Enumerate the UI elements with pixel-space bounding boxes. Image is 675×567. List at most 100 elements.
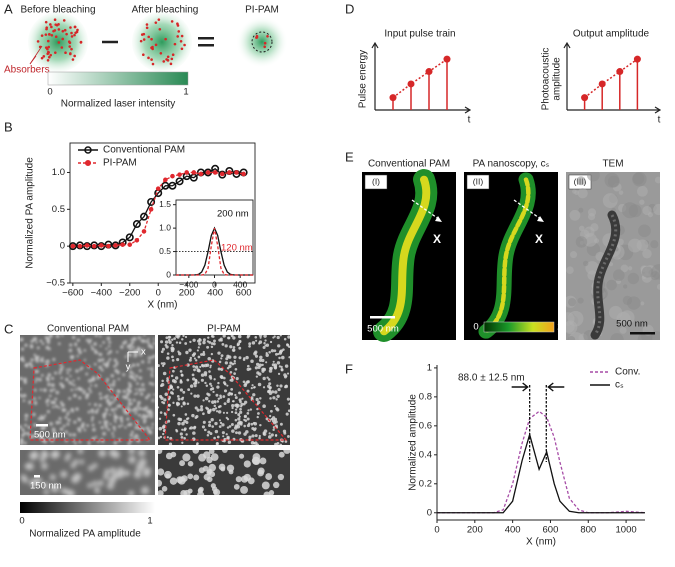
absorber [166,59,170,62]
particle [254,366,258,370]
particle [233,483,240,490]
particle [118,404,122,408]
particle [208,423,212,428]
tem-grain [577,188,588,199]
particle [138,388,142,392]
x-tick-label: −200 [119,288,140,299]
absorber [49,23,52,26]
particle [77,417,81,421]
particle [176,394,180,398]
particle [234,393,237,397]
series-line [437,432,645,514]
particle [206,407,210,411]
particle [133,436,137,440]
scale-bar [370,316,395,319]
particle [209,432,213,436]
particle [283,431,287,435]
data-point [134,237,140,243]
particle [204,381,207,385]
particle [104,411,108,415]
particle [141,360,145,364]
particle [33,388,37,392]
colorbar-label: 1 [183,87,188,98]
particle [151,422,155,426]
particle [153,337,155,341]
particle [111,382,116,387]
tem-texture [566,172,660,340]
particle [111,432,114,435]
axis [375,106,472,114]
x-tick-label: 600 [236,288,252,299]
particle [277,372,281,376]
particle [97,480,104,487]
particle [190,392,193,395]
particle [87,340,91,344]
particle [273,481,280,489]
particle [103,473,109,480]
particle [38,433,41,437]
particle [284,440,288,443]
particle [244,419,248,422]
particle [258,358,263,362]
particle [79,368,82,372]
particle [211,400,215,404]
particle [217,367,221,371]
particle [133,354,137,358]
particle [215,393,219,397]
colorbar [20,502,155,513]
particle [145,340,149,343]
scale-bar-label: 150 nm [30,481,62,492]
data-point [184,170,189,175]
particle [110,396,114,399]
particle [158,417,162,421]
particle [248,435,252,439]
particle [106,336,111,341]
particle [64,456,70,462]
particle [90,419,94,422]
particle [49,388,53,393]
particle [58,371,62,375]
particle [80,424,85,429]
particle [192,338,196,342]
absorber [179,39,183,43]
particle [133,393,137,396]
absorber [263,41,267,45]
particle [287,409,290,413]
particle [24,463,32,470]
particle [181,338,184,341]
particle [109,467,117,474]
particle [126,392,130,397]
absorber [42,55,46,58]
particle [239,453,245,459]
particle [256,415,259,419]
absorber [50,25,53,29]
particle [129,370,133,374]
particle [268,351,271,354]
particle [243,432,247,436]
particle [79,459,85,465]
particle [78,350,82,355]
particle [20,376,22,380]
particle [112,435,115,438]
particle [169,477,178,485]
particle [137,348,141,353]
particle [140,416,144,420]
particle [276,394,280,398]
data-point [227,170,232,175]
particle [266,376,269,379]
particle [165,473,171,479]
particle [206,345,210,349]
particle [22,359,25,363]
particles [158,450,290,495]
particle [122,389,126,394]
particle [238,415,241,418]
particle [141,348,145,352]
y-tick-label: 1 [427,362,432,373]
particle [28,361,33,366]
particle [193,357,196,360]
particle [46,398,50,402]
particle [52,430,57,434]
particle [77,347,81,352]
colorbar-label: 1 [557,322,562,333]
particle [228,364,232,368]
